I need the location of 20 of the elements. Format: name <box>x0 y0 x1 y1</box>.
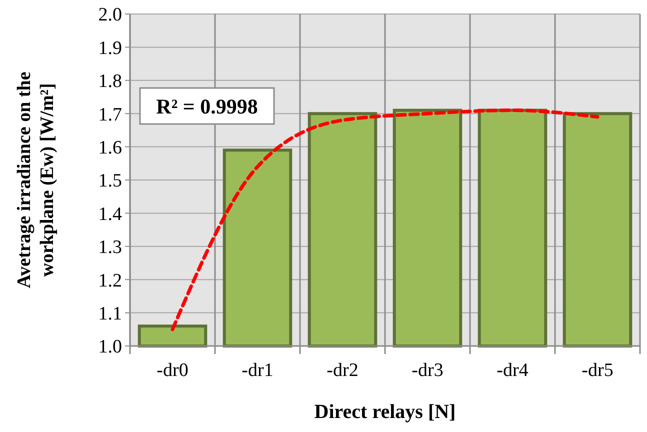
y-axis-title: Avetrage irradiance on the workplane (Ew) [W/m²] <box>14 72 58 288</box>
y-tick-label: 1.0 <box>98 336 122 358</box>
y-tick-label: 1.3 <box>98 237 122 258</box>
x-axis-title: Direct relays [N] <box>314 401 456 423</box>
x-tick-label: -dr2 <box>326 360 358 381</box>
annotation: R² = 0.9998 <box>156 94 258 118</box>
y-tick-label: 1.9 <box>98 38 122 59</box>
x-tick-label: -dr3 <box>412 360 444 381</box>
y-tick-label: 2.0 <box>98 4 122 26</box>
x-tick-label: -dr0 <box>156 360 188 381</box>
y-tick-label: 1.8 <box>98 71 122 92</box>
y-tick-label: 1.7 <box>98 104 122 126</box>
x-tick-label: -dr5 <box>582 360 614 381</box>
y-tick-label: 1.6 <box>98 137 122 158</box>
x-tick-label: -dr4 <box>496 360 529 381</box>
x-tick-label: -dr1 <box>242 360 274 381</box>
y-tick-label: 1.5 <box>98 170 122 192</box>
y-tick-label: 1.1 <box>98 303 122 324</box>
y-tick-label: 1.4 <box>98 204 122 225</box>
y-tick-label: 1.2 <box>98 270 122 292</box>
